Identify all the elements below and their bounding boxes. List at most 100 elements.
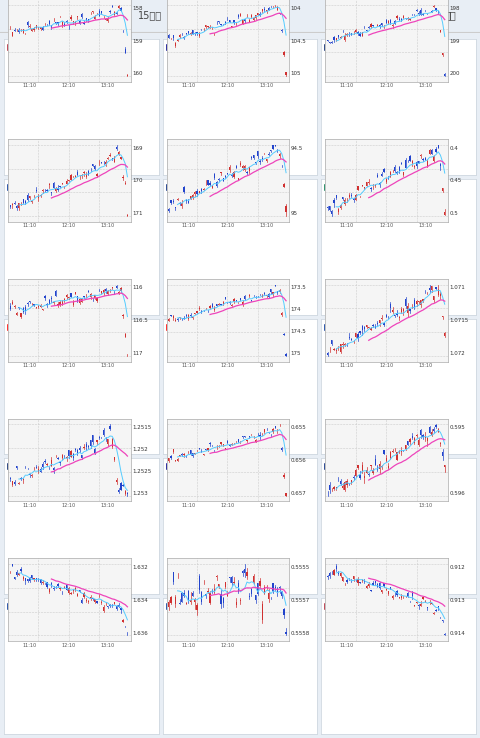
- Text: カナダドル/円: カナダドル/円: [34, 323, 64, 331]
- Bar: [81, 300, 83, 302]
- Bar: [71, 294, 72, 297]
- Bar: [327, 40, 328, 41]
- Bar: [427, 607, 428, 608]
- Bar: [405, 446, 406, 449]
- Bar: [238, 15, 239, 18]
- Bar: [236, 601, 237, 605]
- Bar: [183, 593, 185, 596]
- Bar: [53, 587, 54, 589]
- Bar: [47, 582, 48, 587]
- Bar: [396, 16, 397, 18]
- Bar: [353, 199, 354, 200]
- Text: Ask: Ask: [78, 478, 89, 483]
- Text: ユーロ/英ポンド: ユーロ/英ポンド: [192, 602, 228, 611]
- Bar: [264, 9, 265, 10]
- Bar: [329, 42, 330, 44]
- Bar: [17, 44, 26, 51]
- Text: Ask: Ask: [396, 478, 407, 483]
- Bar: [207, 26, 208, 27]
- Bar: [262, 604, 263, 620]
- Bar: [377, 323, 378, 324]
- Bar: [96, 298, 97, 301]
- Bar: [286, 493, 287, 495]
- Bar: [183, 317, 185, 319]
- Bar: [375, 459, 376, 464]
- Bar: [192, 195, 193, 198]
- Bar: [23, 30, 24, 33]
- Bar: [266, 159, 267, 161]
- Bar: [275, 587, 276, 588]
- Bar: [381, 318, 383, 319]
- Bar: [12, 564, 13, 566]
- Bar: [188, 315, 189, 319]
- Bar: [85, 444, 87, 447]
- Bar: [223, 598, 224, 603]
- Text: Bid: Bid: [325, 618, 336, 623]
- Text: 1.07213: 1.07213: [396, 347, 443, 356]
- Bar: [331, 210, 333, 215]
- Bar: [429, 427, 430, 432]
- Bar: [398, 317, 400, 318]
- Bar: [176, 44, 185, 51]
- Bar: [166, 184, 175, 191]
- Text: 103.814: 103.814: [237, 67, 285, 77]
- Bar: [348, 34, 350, 35]
- Bar: [55, 292, 56, 296]
- Bar: [366, 30, 367, 31]
- Text: 月足: 月足: [444, 10, 456, 20]
- Bar: [168, 319, 169, 320]
- Bar: [342, 577, 343, 581]
- Bar: [212, 304, 213, 306]
- Bar: [183, 37, 185, 38]
- Bar: [170, 200, 172, 203]
- Bar: [16, 466, 17, 468]
- Bar: [401, 449, 402, 452]
- Bar: [109, 291, 111, 292]
- Bar: [17, 463, 26, 470]
- Bar: [435, 8, 437, 11]
- Bar: [214, 308, 215, 309]
- Bar: [366, 325, 367, 327]
- Text: 94.239: 94.239: [167, 207, 207, 217]
- Bar: [431, 150, 432, 154]
- Bar: [249, 295, 250, 296]
- Bar: [370, 188, 372, 190]
- Bar: [240, 600, 241, 601]
- Bar: [273, 582, 274, 590]
- Bar: [201, 189, 202, 191]
- Bar: [407, 306, 408, 314]
- Bar: [361, 32, 363, 35]
- Bar: [12, 204, 13, 205]
- Bar: [175, 320, 176, 321]
- Bar: [7, 463, 16, 470]
- Bar: [392, 310, 393, 311]
- Bar: [168, 210, 169, 211]
- Bar: [229, 577, 230, 579]
- Bar: [173, 35, 174, 38]
- Bar: [114, 12, 115, 15]
- Bar: [324, 184, 333, 191]
- Bar: [273, 429, 274, 432]
- Bar: [394, 593, 396, 594]
- Bar: [372, 470, 374, 474]
- Bar: [88, 601, 89, 602]
- Bar: [118, 152, 120, 155]
- Bar: [75, 449, 76, 450]
- Bar: [94, 17, 96, 18]
- Bar: [31, 30, 33, 31]
- Bar: [342, 197, 343, 199]
- Bar: [357, 465, 359, 468]
- Bar: [125, 334, 126, 337]
- Bar: [190, 600, 191, 601]
- Bar: [27, 196, 28, 201]
- Bar: [275, 285, 276, 286]
- Bar: [416, 162, 417, 167]
- Bar: [338, 209, 339, 212]
- Bar: [379, 464, 380, 469]
- Bar: [201, 311, 202, 312]
- Bar: [53, 302, 54, 303]
- Text: Bid: Bid: [167, 58, 177, 63]
- Bar: [168, 458, 169, 461]
- Bar: [192, 30, 193, 34]
- Bar: [405, 160, 406, 168]
